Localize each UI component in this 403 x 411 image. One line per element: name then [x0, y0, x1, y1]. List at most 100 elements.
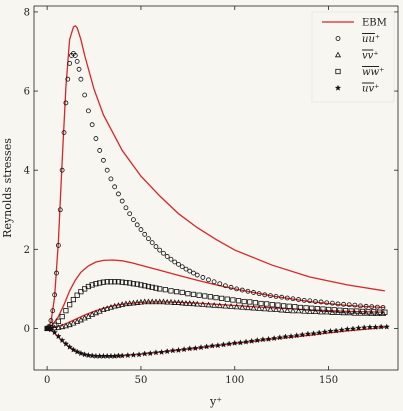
- uu-point: [307, 298, 313, 304]
- uv-point: [304, 330, 312, 337]
- legend-label: vv⁺: [362, 51, 379, 62]
- uv-point: [276, 334, 283, 341]
- uu-point: [119, 198, 125, 204]
- ww-point: [286, 303, 292, 309]
- ww-point: [153, 285, 159, 291]
- ww-point: [309, 305, 315, 311]
- legend-marker-square: [335, 68, 341, 75]
- ww-point: [119, 279, 125, 285]
- uv-point: [158, 348, 165, 355]
- uu-point: [72, 53, 78, 58]
- vv-point: [92, 309, 99, 316]
- ww-point: [63, 308, 69, 314]
- y-tick-label: 2: [24, 245, 30, 256]
- vv-point: [233, 303, 240, 310]
- uu-point: [211, 279, 217, 285]
- vv-point: [122, 300, 130, 307]
- ww-point: [258, 300, 264, 307]
- uu-point: [335, 301, 341, 307]
- uu-point: [57, 207, 63, 213]
- uu-point: [76, 66, 82, 72]
- vv-point: [295, 307, 302, 314]
- ww-point: [70, 296, 77, 303]
- uu-point: [172, 259, 178, 265]
- vv-point: [261, 305, 268, 312]
- uu-point: [74, 58, 80, 64]
- vv-point: [175, 299, 182, 305]
- vv-point: [160, 298, 167, 305]
- ww-point: [173, 289, 180, 295]
- vv-point: [137, 298, 145, 305]
- vv-point: [272, 306, 280, 313]
- uu-point: [194, 272, 200, 278]
- uv-point: [242, 338, 250, 345]
- uv-point: [344, 325, 351, 332]
- uv-point: [62, 340, 70, 347]
- vv-point: [186, 300, 193, 306]
- ww-point: [97, 280, 103, 286]
- x-tick-label: 100: [225, 375, 244, 386]
- legend-label: EBM: [362, 18, 387, 29]
- ww-point: [207, 294, 213, 300]
- uv-point: [237, 339, 244, 346]
- uu-point: [200, 275, 206, 280]
- ww-point: [74, 292, 80, 298]
- uv-point: [321, 328, 329, 335]
- vv-point: [115, 302, 122, 308]
- uu-point: [284, 295, 290, 301]
- uv-point: [141, 350, 148, 357]
- uu-point: [228, 284, 234, 290]
- uv-point: [43, 325, 51, 332]
- ww-point: [52, 322, 58, 328]
- ww-point: [325, 306, 332, 313]
- uu-point: [168, 256, 174, 262]
- plot-frame: [33, 5, 399, 371]
- ww-point: [376, 309, 382, 315]
- ww-point: [269, 302, 275, 308]
- uu-point: [63, 100, 69, 106]
- vv-point: [267, 306, 274, 312]
- uu-point: [161, 250, 166, 256]
- legend-marker-circle: [335, 36, 341, 41]
- ww-point: [185, 291, 191, 297]
- uu-point: [50, 308, 56, 314]
- uu-point: [234, 286, 240, 292]
- ww-point: [138, 282, 144, 288]
- legend-label: uu⁺: [362, 34, 380, 45]
- uv-point: [310, 330, 317, 337]
- ww-point: [93, 281, 99, 287]
- uu-point: [380, 305, 386, 310]
- ww-point: [85, 283, 92, 290]
- uu-point: [363, 303, 369, 309]
- uu-point: [217, 281, 223, 287]
- uu-point: [82, 92, 88, 98]
- ww-point: [303, 305, 309, 311]
- ww-point: [157, 286, 163, 292]
- ww-point: [219, 295, 225, 301]
- vv-point: [306, 308, 313, 315]
- ww-point: [382, 309, 388, 315]
- uu-point: [138, 227, 144, 232]
- uu-point: [183, 266, 189, 272]
- ww-point: [134, 281, 140, 287]
- uv-point: [118, 352, 126, 359]
- uv-point: [111, 352, 118, 359]
- axis-ticks: 0 50 100 150 0 2 4 6 8: [24, 6, 398, 386]
- ww-point: [337, 307, 343, 313]
- uu-point: [346, 302, 352, 308]
- legend: EBM uu⁺ vv⁺ ww⁺ uv⁺: [311, 11, 395, 103]
- vv-point: [289, 307, 297, 314]
- vv-point: [66, 321, 73, 328]
- vv-point: [164, 298, 171, 305]
- vv-point: [134, 299, 141, 305]
- legend-label: uv⁺: [362, 84, 379, 95]
- uv-point: [135, 351, 143, 358]
- vv-point: [244, 304, 251, 311]
- ww-point: [149, 284, 155, 290]
- uu-point: [324, 300, 330, 306]
- ww-point: [252, 300, 259, 306]
- uu-point: [55, 242, 61, 248]
- legend-box: [311, 11, 395, 103]
- uv-point: [180, 346, 188, 353]
